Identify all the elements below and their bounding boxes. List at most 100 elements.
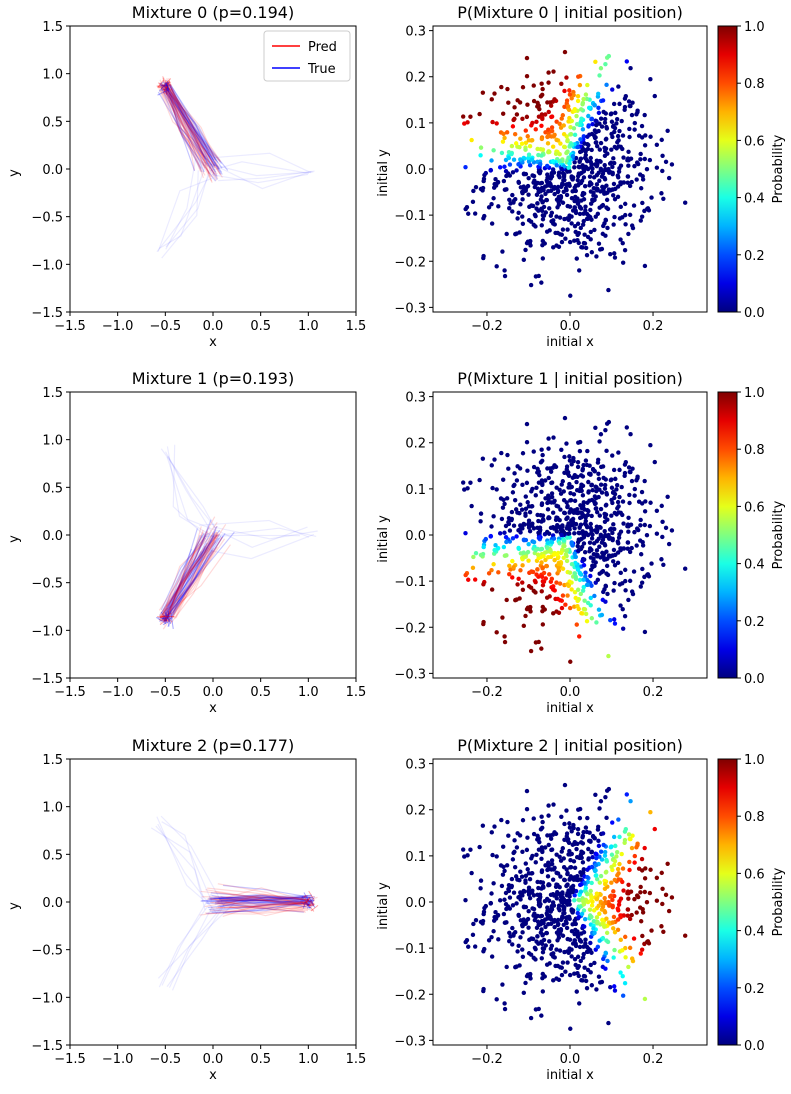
scatter-point	[499, 817, 504, 823]
pred-trajectory	[217, 901, 307, 906]
scatter-point	[562, 88, 567, 94]
scatter-point	[562, 470, 567, 475]
scatter-point	[640, 566, 645, 572]
scatter-point	[478, 186, 484, 192]
pred-trajectory	[161, 83, 223, 178]
scatter-point	[499, 84, 504, 90]
true-trajectory	[164, 90, 217, 173]
scatter-point	[634, 112, 639, 117]
scatter-point	[627, 549, 633, 555]
x-tick-label: 1.5	[346, 1052, 367, 1067]
scatter-point	[611, 889, 616, 894]
cluster-knot	[158, 85, 164, 89]
scatter-point	[632, 493, 637, 498]
pred-trajectory	[223, 900, 304, 906]
scatter-point	[561, 171, 566, 177]
pred-trajectory	[168, 80, 204, 179]
scatter-point	[504, 496, 510, 501]
scatter-point	[567, 848, 572, 854]
cluster-knot	[167, 616, 172, 620]
scatter-point	[602, 849, 608, 855]
scatter-point	[585, 500, 590, 505]
scatter-point	[604, 563, 610, 569]
scatter-point	[648, 810, 653, 815]
scatter-point	[623, 567, 628, 573]
scatter-point	[544, 529, 550, 535]
true-trajectory-faint	[168, 899, 229, 988]
scatter-point	[538, 161, 543, 167]
scatter-point	[576, 440, 581, 445]
cluster-knot	[306, 902, 315, 912]
scatter-point	[634, 845, 639, 850]
scatter-point	[581, 134, 586, 139]
y-tick-label: 0.3	[405, 391, 426, 406]
scatter-point	[521, 917, 526, 922]
scatter-point	[579, 911, 585, 917]
scatter-point	[648, 443, 653, 448]
true-trajectory	[168, 542, 208, 623]
scatter-point	[611, 222, 616, 227]
scatter-point	[543, 845, 548, 850]
scatter-point	[617, 834, 622, 840]
scatter-point	[562, 782, 568, 788]
scatter-point	[603, 233, 608, 238]
scatter-point	[572, 223, 578, 229]
scatter-point	[544, 595, 550, 600]
scatter-point	[594, 987, 599, 992]
scatter-point	[533, 274, 539, 279]
cluster-knot	[156, 85, 168, 92]
scatter-point	[563, 186, 569, 191]
scatter-point	[626, 149, 631, 154]
scatter-point	[628, 836, 633, 842]
pred-trajectory	[170, 91, 220, 168]
scatter-point	[551, 802, 556, 807]
cluster-knot	[156, 617, 168, 620]
scatter-point	[592, 227, 597, 233]
cluster-knot	[163, 619, 166, 622]
true-trajectory-faint	[199, 519, 310, 538]
scatter-point	[515, 216, 520, 221]
scatter-point	[639, 552, 644, 557]
scatter-point	[566, 485, 571, 490]
true-trajectory	[169, 531, 235, 617]
scatter-point	[598, 140, 604, 146]
scatter-point	[507, 563, 512, 568]
scatter-point	[617, 128, 622, 134]
pred-trajectory	[168, 77, 213, 178]
pred-trajectory	[167, 79, 210, 175]
scatter-point	[603, 599, 608, 604]
pred-trajectory	[216, 901, 312, 905]
scatter-point	[547, 206, 552, 211]
scatter-point	[612, 214, 617, 220]
x-tick-label: −0.2	[471, 1052, 503, 1067]
cluster-knot	[162, 615, 166, 619]
scatter-point	[596, 110, 602, 116]
scatter-point	[580, 493, 586, 498]
scatter-point	[539, 447, 544, 452]
cluster-knot	[302, 897, 311, 905]
y-tick-label: 0.0	[42, 896, 63, 911]
scatter-point	[504, 964, 509, 970]
scatter-point	[489, 587, 495, 592]
scatter-point	[502, 135, 507, 141]
cluster-knot	[159, 616, 169, 622]
scatter-point	[494, 997, 499, 1002]
scatter-point	[577, 149, 583, 155]
scatter-point	[527, 877, 533, 882]
scatter-point	[550, 158, 556, 164]
scatter-point	[561, 904, 566, 910]
scatter-point	[561, 922, 566, 927]
scatter-point	[610, 820, 615, 825]
scatter-point	[590, 166, 595, 171]
scatter-point	[594, 915, 600, 920]
scatter-point	[515, 582, 520, 587]
scatter-point	[639, 947, 645, 952]
pred-trajectory	[225, 887, 306, 902]
scatter-point	[512, 105, 517, 110]
scatter-point	[512, 864, 518, 870]
scatter-point	[602, 853, 608, 858]
scatter-point	[642, 143, 648, 148]
scatter-point	[591, 908, 597, 913]
scatter-point	[571, 492, 577, 497]
scatter-point	[630, 466, 635, 471]
